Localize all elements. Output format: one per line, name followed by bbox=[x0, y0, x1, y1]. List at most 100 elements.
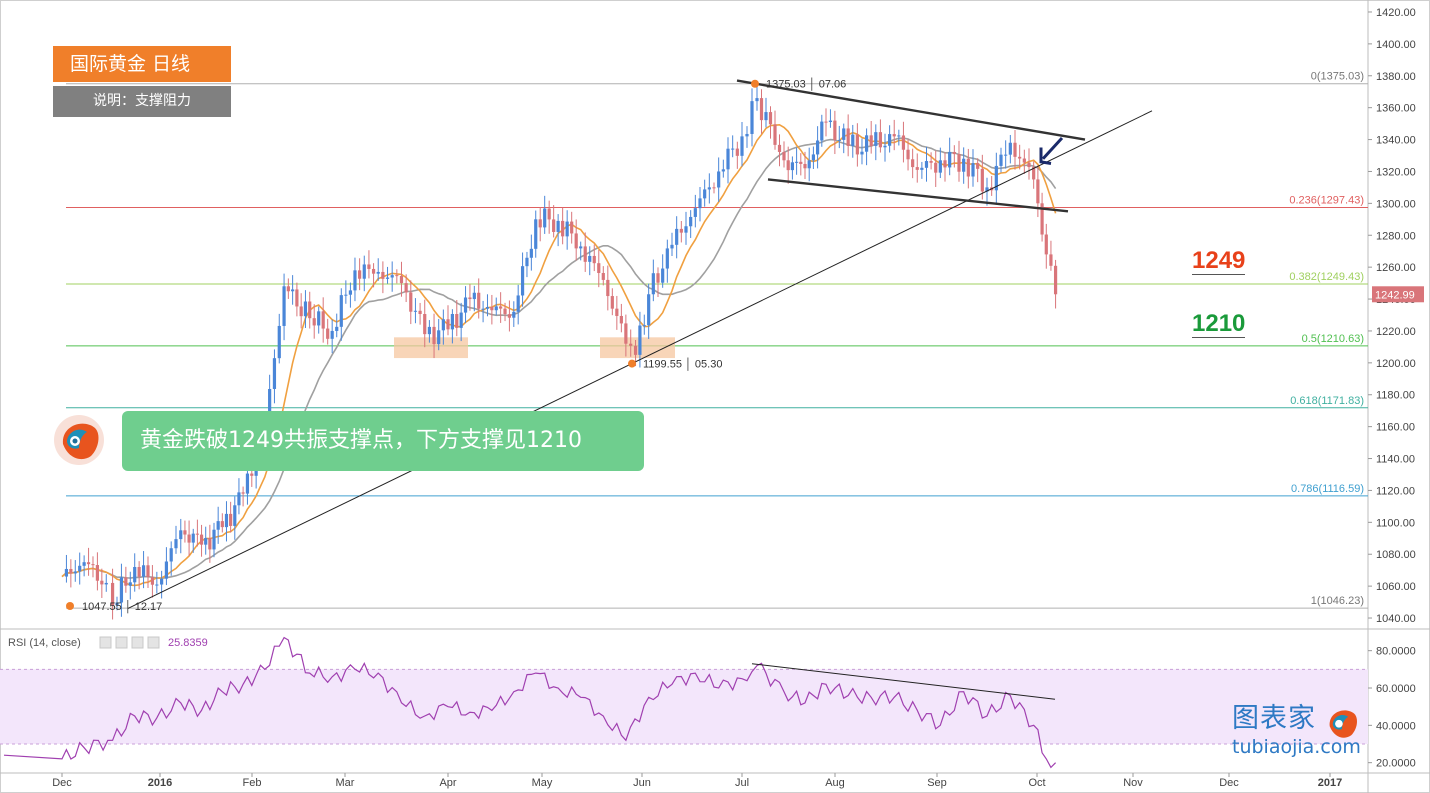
candle-body bbox=[229, 513, 233, 526]
candle-body bbox=[1036, 179, 1040, 204]
candle-body bbox=[565, 221, 569, 237]
candle-body bbox=[883, 145, 887, 148]
watermark-en: tubiaojia.com bbox=[1232, 736, 1361, 758]
candle-body bbox=[1040, 203, 1044, 235]
candle-body bbox=[934, 162, 938, 173]
candle-body bbox=[911, 159, 915, 168]
candle-body bbox=[731, 148, 735, 150]
analysis-note: 黄金跌破1249共振支撑点，下方支撑见1210 bbox=[122, 411, 644, 471]
candle-body bbox=[656, 273, 660, 283]
candle-body bbox=[799, 161, 803, 164]
candle-body bbox=[579, 246, 583, 249]
candle-body bbox=[423, 314, 427, 335]
x-tick-label: Aug bbox=[825, 777, 845, 789]
candle-body bbox=[583, 246, 587, 262]
candle-body bbox=[750, 101, 754, 134]
candle-body bbox=[929, 161, 933, 163]
candle-body bbox=[980, 168, 984, 192]
candle-body bbox=[91, 564, 95, 566]
y-tick-label: 1120.00 bbox=[1376, 485, 1415, 497]
rsi-tick-label: 80.0000 bbox=[1376, 646, 1416, 658]
fib-label: 1(1046.23) bbox=[1311, 595, 1364, 607]
rsi-tick-label: 40.0000 bbox=[1376, 720, 1416, 732]
candle-body bbox=[638, 325, 642, 355]
candle-body bbox=[824, 121, 828, 123]
candle-body bbox=[169, 548, 173, 562]
candle-body bbox=[295, 289, 299, 307]
high-marker bbox=[751, 79, 759, 88]
candle-body bbox=[146, 565, 150, 578]
candle-body bbox=[371, 268, 376, 274]
candle-body bbox=[846, 128, 850, 146]
y-tick-label: 1040.00 bbox=[1376, 613, 1416, 625]
candle-body bbox=[427, 326, 431, 335]
candle-body bbox=[561, 220, 565, 237]
candle-body bbox=[199, 534, 204, 545]
candle-body bbox=[376, 271, 380, 274]
candle-body bbox=[543, 208, 547, 228]
candle-body bbox=[272, 358, 277, 389]
candle-body bbox=[938, 160, 942, 173]
low-marker bbox=[628, 359, 636, 368]
candle-body bbox=[291, 289, 295, 292]
candle-body bbox=[95, 565, 100, 581]
candle-body bbox=[712, 187, 716, 189]
candle-body bbox=[556, 220, 560, 232]
candle-body bbox=[268, 388, 272, 430]
candle-body bbox=[842, 128, 846, 140]
candle-body bbox=[651, 273, 655, 295]
x-tick-label: Feb bbox=[243, 777, 262, 789]
fib-label: 0.236(1297.43) bbox=[1289, 194, 1364, 206]
candle-body bbox=[957, 154, 961, 172]
candle-body bbox=[437, 330, 441, 345]
candle-body bbox=[755, 98, 759, 102]
fib-label: 0.786(1116.59) bbox=[1291, 483, 1364, 495]
candle-body bbox=[237, 492, 241, 506]
rsi-settings-icon bbox=[99, 636, 112, 649]
channel-bottom-line bbox=[767, 178, 1069, 213]
candle-body bbox=[807, 160, 811, 169]
candle-body bbox=[348, 290, 353, 295]
candle-body bbox=[110, 582, 115, 606]
candle-body bbox=[971, 163, 975, 177]
candle-body bbox=[286, 286, 290, 292]
price-tag-label: 1242.99 bbox=[1375, 289, 1415, 301]
y-tick-label: 1300.00 bbox=[1376, 198, 1416, 210]
x-tick-label: Jul bbox=[735, 777, 749, 789]
candle-body bbox=[768, 112, 773, 125]
candle-body bbox=[740, 136, 744, 156]
candle-body bbox=[321, 311, 325, 329]
candle-body bbox=[195, 533, 199, 535]
candle-body bbox=[606, 279, 610, 297]
candle-body bbox=[966, 158, 970, 177]
candle-body bbox=[619, 315, 623, 324]
uptrend-line bbox=[127, 110, 1153, 609]
candle-body bbox=[629, 343, 633, 346]
candle-body bbox=[597, 263, 601, 274]
x-tick-label: Jun bbox=[633, 777, 651, 789]
candle-body bbox=[707, 187, 711, 190]
candle-body bbox=[786, 160, 790, 171]
x-tick-label: Dec bbox=[52, 777, 72, 789]
candle-body bbox=[816, 140, 820, 155]
candle-body bbox=[647, 294, 651, 326]
breakdown-arrow bbox=[1041, 136, 1064, 160]
candle-body bbox=[141, 565, 146, 577]
candle-body bbox=[137, 566, 141, 577]
candle-body bbox=[803, 163, 807, 169]
candle-body bbox=[570, 221, 574, 234]
candle-body bbox=[534, 219, 538, 249]
ma-fast-line bbox=[61, 123, 1057, 587]
candle-body bbox=[999, 154, 1003, 166]
candle-body bbox=[124, 577, 128, 586]
y-tick-label: 1140.00 bbox=[1376, 454, 1415, 466]
y-tick-label: 1060.00 bbox=[1376, 581, 1416, 593]
rsi-divergence-line bbox=[751, 663, 1056, 700]
candle-body bbox=[764, 112, 768, 121]
candle-body bbox=[220, 521, 224, 528]
x-tick-label: 2017 bbox=[1318, 777, 1342, 789]
candle-body bbox=[633, 345, 638, 355]
candle-body bbox=[888, 134, 892, 146]
candle-body bbox=[994, 165, 998, 191]
candle-body bbox=[901, 135, 906, 150]
